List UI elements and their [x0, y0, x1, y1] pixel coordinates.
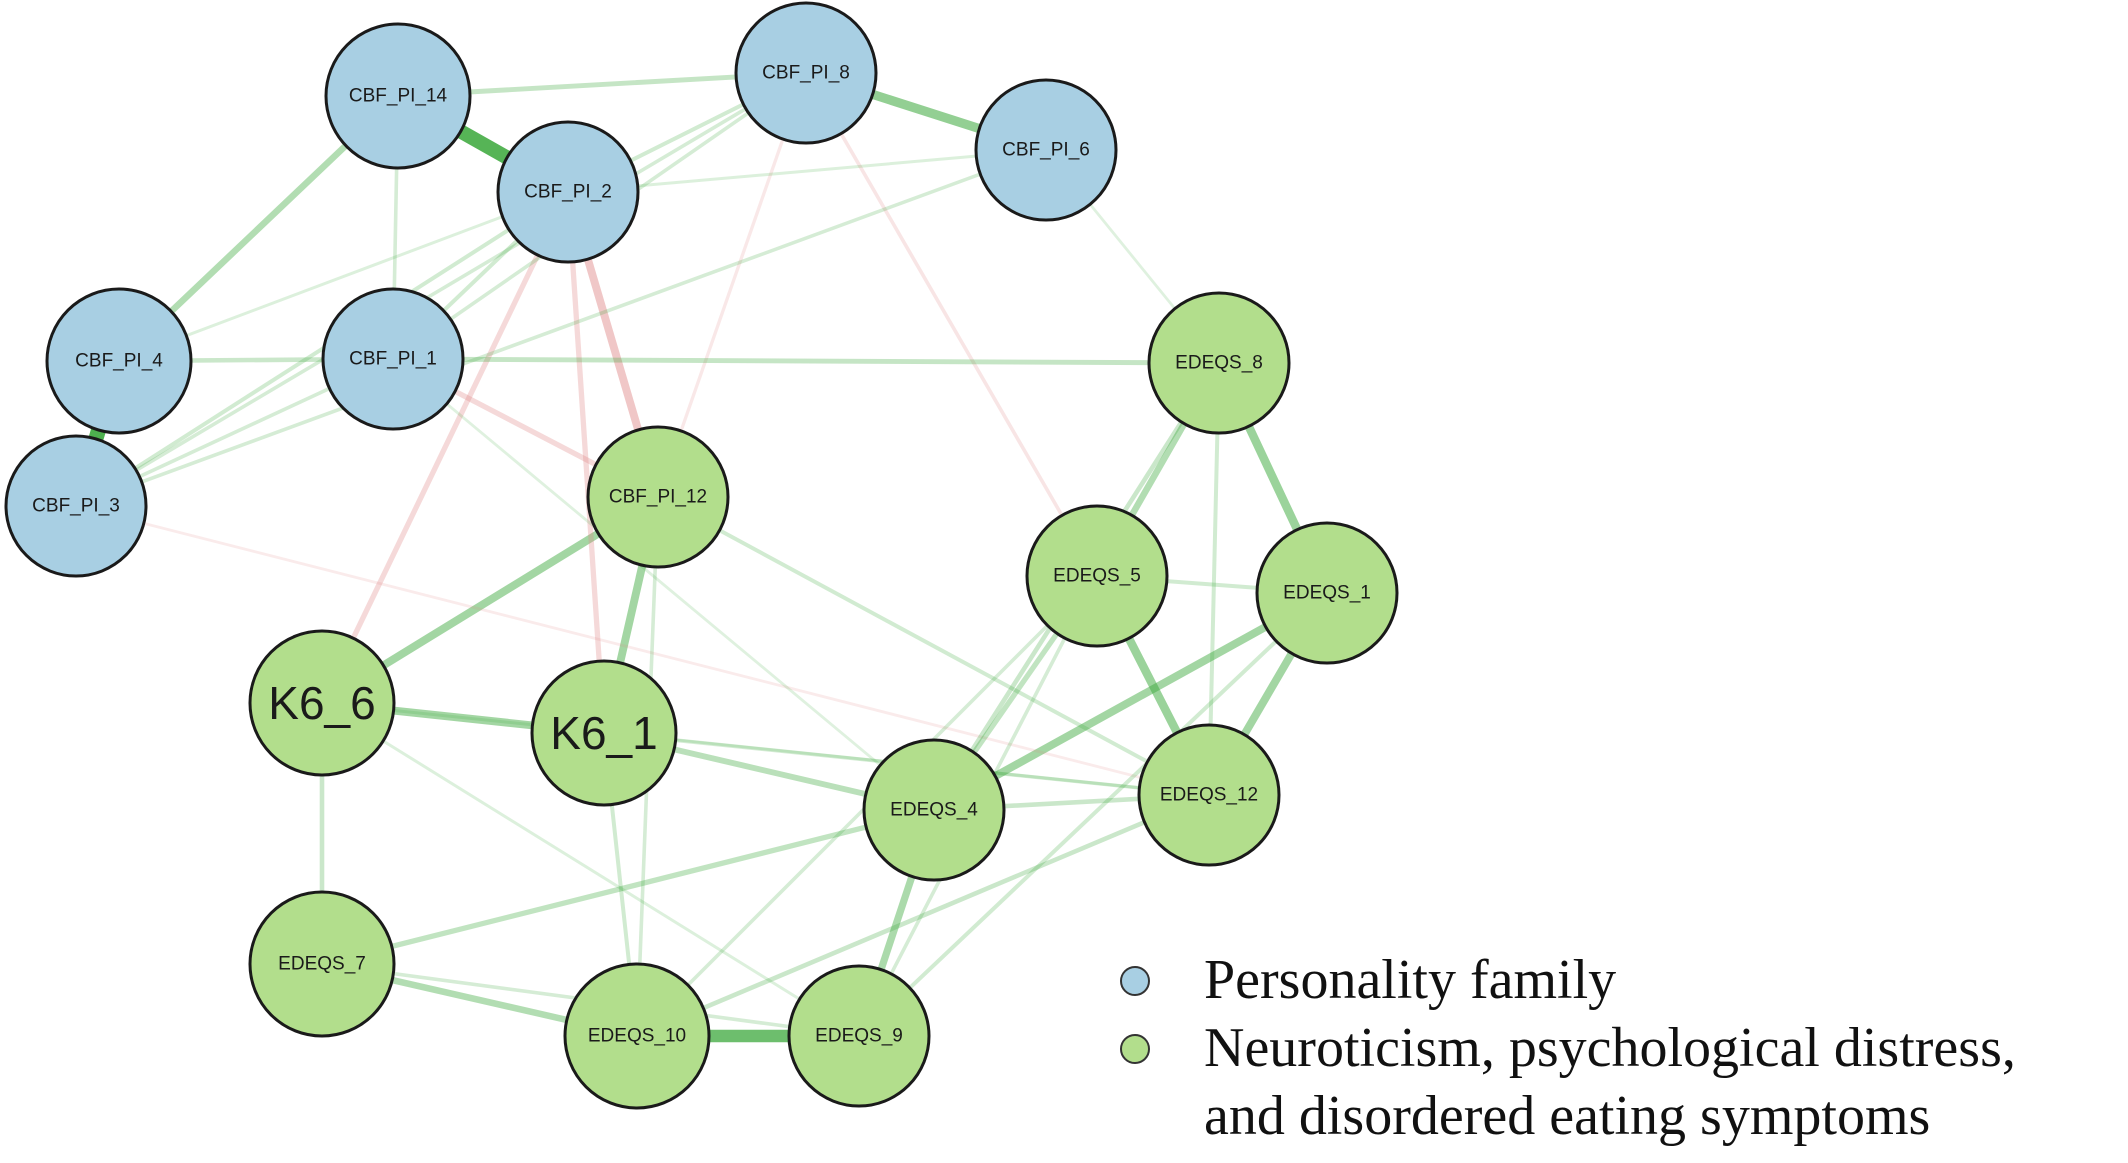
node-circle [563, 962, 711, 1110]
edge-cbf_pi_3-cbf_pi_6 [74, 148, 1048, 508]
edge-cbf_pi_8-edeqs_5 [804, 71, 1099, 578]
node-label: CBF_PI_4 [75, 351, 163, 372]
node-circle [4, 434, 148, 578]
node-label: CBF_PI_1 [349, 349, 437, 370]
node-circle [530, 659, 678, 807]
node-label: EDEQS_4 [890, 800, 978, 821]
node-label: K6_6 [268, 677, 375, 729]
node-label: CBF_PI_12 [609, 487, 707, 508]
node-edeqs-1[interactable]: EDEQS_1 [1255, 521, 1399, 665]
edge-edeqs_9-edeqs_1 [857, 591, 1329, 1038]
node-cbf-pi-6[interactable]: CBF_PI_6 [974, 78, 1118, 222]
node-edeqs-9[interactable]: EDEQS_9 [787, 964, 931, 1108]
legend: Personality family Neuroticism, psycholo… [1120, 946, 2016, 1150]
edge-cbf_pi_3-cbf_pi_8 [74, 71, 808, 508]
legend-label: Personality family [1204, 949, 1617, 1011]
node-label: EDEQS_5 [1053, 566, 1141, 587]
neuro-legend-icon [1120, 1034, 1150, 1064]
node-circle [1255, 521, 1399, 665]
edge-k6_6-edeqs_12 [320, 701, 1211, 797]
edge-cbf_pi_2-k6_6 [319, 189, 571, 706]
node-label: K6_1 [550, 707, 657, 759]
nodes-layer: CBF_PI_14 CBF_PI_8 CBF_PI_2 CBF_PI_6 CBF_PI_… [4, 1, 1399, 1110]
node-label: CBF_PI_14 [349, 86, 448, 107]
node-cbf-pi-2[interactable]: CBF_PI_2 [496, 120, 640, 264]
node-circle [862, 738, 1006, 882]
edge-cbf_pi_1-edeqs_8 [390, 356, 1222, 366]
edge-cbf_pi_12-edeqs_12 [656, 495, 1211, 797]
node-label: EDEQS_1 [1283, 583, 1371, 604]
node-label: EDEQS_8 [1175, 353, 1263, 374]
edge-cbf_pi_1-edeqs_4 [391, 357, 936, 812]
node-edeqs-5[interactable]: EDEQS_5 [1025, 504, 1169, 648]
personality-legend-icon [1120, 966, 1150, 996]
node-circle [974, 78, 1118, 222]
edge-edeqs_7-edeqs_4 [319, 807, 937, 967]
node-edeqs-4[interactable]: EDEQS_4 [862, 738, 1006, 882]
legend-item-personality: Personality family [1120, 946, 2016, 1014]
node-circle [45, 287, 193, 435]
edge-edeqs_8-edeqs_12 [1207, 361, 1221, 797]
node-label: EDEQS_12 [1160, 785, 1258, 806]
node-edeqs-10[interactable]: EDEQS_10 [563, 962, 711, 1110]
node-edeqs-8[interactable]: EDEQS_8 [1147, 291, 1291, 435]
node-edeqs-7[interactable]: EDEQS_7 [248, 890, 396, 1038]
node-label: EDEQS_10 [588, 1026, 686, 1047]
node-label: CBF_PI_2 [524, 182, 612, 203]
node-cbf-pi-14[interactable]: CBF_PI_14 [324, 22, 472, 170]
node-circle [1147, 291, 1291, 435]
node-label: CBF_PI_6 [1002, 140, 1090, 161]
node-label: CBF_PI_3 [32, 496, 120, 517]
node-circle [248, 629, 396, 777]
edge-cbf_pi_2-cbf_pi_6 [566, 148, 1048, 194]
edge-edeqs_1-edeqs_4 [930, 589, 1331, 814]
node-circle [248, 890, 396, 1038]
node-k6-1[interactable]: K6_1 [530, 659, 678, 807]
node-edeqs-12[interactable]: EDEQS_12 [1137, 723, 1281, 867]
edge-cbf_pi_3-cbf_pi_2 [74, 190, 570, 508]
node-circle [787, 964, 931, 1108]
legend-item-neuro: Neuroticism, psychological distress, and… [1120, 1014, 2016, 1150]
edge-cbf_pi_2-k6_1 [565, 189, 607, 736]
node-label: EDEQS_9 [815, 1026, 903, 1047]
node-label: CBF_PI_8 [762, 63, 850, 84]
edge-cbf_pi_4-cbf_pi_2 [117, 190, 570, 363]
node-circle [586, 425, 730, 569]
edge-k6_6-edeqs_9 [320, 701, 861, 1038]
node-circle [496, 120, 640, 264]
node-circle [734, 1, 878, 145]
node-circle [321, 287, 465, 431]
legend-label: Neuroticism, psychological distress, and… [1204, 1017, 2016, 1147]
node-cbf-pi-3[interactable]: CBF_PI_3 [4, 434, 148, 578]
node-circle [1025, 504, 1169, 648]
node-circle [324, 22, 472, 170]
node-cbf-pi-8[interactable]: CBF_PI_8 [734, 1, 878, 145]
edge-cbf_pi_8-cbf_pi_12 [656, 71, 808, 499]
edge-cbf_pi_3-edeqs_12 [74, 504, 1211, 797]
node-k6-6[interactable]: K6_6 [248, 629, 396, 777]
node-cbf-pi-4[interactable]: CBF_PI_4 [45, 287, 193, 435]
node-cbf-pi-12[interactable]: CBF_PI_12 [586, 425, 730, 569]
node-circle [1137, 723, 1281, 867]
node-cbf-pi-1[interactable]: CBF_PI_1 [321, 287, 465, 431]
node-label: EDEQS_7 [278, 954, 366, 975]
edge-edeqs_10-edeqs_12 [634, 792, 1212, 1039]
